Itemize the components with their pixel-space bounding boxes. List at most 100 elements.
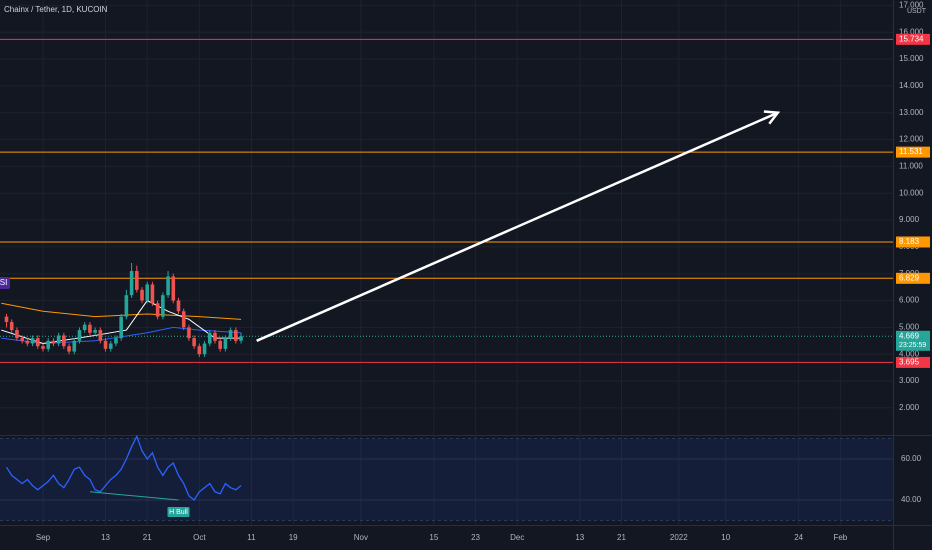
y-tick-label: 16.000 <box>899 27 924 36</box>
candle-body <box>166 276 170 296</box>
level-tag <box>896 236 930 248</box>
candle-body <box>218 340 222 349</box>
y-tick-label: 10.000 <box>899 188 924 197</box>
candle-body <box>4 316 9 323</box>
candle-body <box>155 303 160 317</box>
candle-body <box>56 335 61 344</box>
candle-body <box>124 295 129 317</box>
level-label: 3.695 <box>899 358 920 367</box>
x-tick-label: 13 <box>101 533 110 542</box>
x-tick-label: 23 <box>471 533 480 542</box>
rsi-tick-label: 60.00 <box>901 454 922 463</box>
x-tick-label: 21 <box>143 533 152 542</box>
x-tick-label: Sep <box>36 533 51 542</box>
y-tick-label: 12.000 <box>899 135 924 144</box>
candle-body <box>234 330 238 341</box>
divergence-tag <box>167 506 190 517</box>
level-label: 6.829 <box>899 273 920 282</box>
candle-body <box>114 338 118 344</box>
y-tick-label: 5.000 <box>899 322 920 331</box>
arrow-head <box>763 110 781 125</box>
level-label: 8.183 <box>899 237 920 246</box>
candle-body <box>197 346 202 355</box>
y-tick-label: 9.000 <box>899 215 920 224</box>
candle-body <box>239 336 243 341</box>
last-price-tag <box>896 330 930 351</box>
candle-body <box>181 311 186 328</box>
x-tick-label: 13 <box>575 533 584 542</box>
rsi-tick-label: 40.00 <box>901 495 922 504</box>
level-tag <box>896 146 930 158</box>
candle-body <box>30 338 35 344</box>
chart-title: Chainx / Tether, 1D, KUCOIN <box>4 5 108 14</box>
candle-body <box>82 324 87 331</box>
candle-body <box>161 295 165 317</box>
candle-body <box>103 340 108 349</box>
candle-body <box>135 271 139 290</box>
rsi-band <box>0 438 893 521</box>
candle-body <box>145 284 150 301</box>
candle-body <box>9 322 14 331</box>
candle-body <box>77 330 82 341</box>
candle-body <box>150 284 155 304</box>
level-tag <box>896 272 930 284</box>
x-tick-label: 24 <box>794 533 803 542</box>
level-tag <box>896 356 930 368</box>
candle-body <box>51 340 56 344</box>
y-tick-label: 3.000 <box>899 376 920 385</box>
y-tick-label: 4.000 <box>899 349 920 358</box>
candle-body <box>192 338 196 347</box>
candle-body <box>98 330 103 341</box>
candle-body <box>119 316 123 339</box>
divergence-line <box>89 491 179 501</box>
x-tick-label: 11 <box>247 533 256 542</box>
candle-body <box>223 338 228 349</box>
y-tick-label: 14.000 <box>899 81 924 90</box>
x-tick-label: 21 <box>617 533 626 542</box>
candle-body <box>140 289 144 301</box>
candle-body <box>213 332 217 341</box>
candle-body <box>176 300 181 312</box>
x-tick-label: Nov <box>354 533 368 542</box>
candle-body <box>108 343 113 349</box>
rsi-line <box>5 434 242 501</box>
indicator-tag <box>0 277 10 289</box>
level-label: 15.734 <box>899 34 924 43</box>
level-label: 11.531 <box>899 147 923 156</box>
candle-body <box>67 346 71 352</box>
x-tick-label: Oct <box>193 533 206 542</box>
y-tick-label: 17.000 <box>899 0 924 9</box>
grid <box>0 0 893 525</box>
y-tick-label: 15.000 <box>899 54 924 63</box>
candle-body <box>15 330 19 339</box>
candle-body <box>93 330 97 333</box>
x-tick-label: 2022 <box>670 533 688 542</box>
axis: 2.0003.0004.0005.0006.0007.0008.0009.000… <box>36 0 930 542</box>
x-tick-label: Dec <box>510 533 524 542</box>
divergence-label: H Bull <box>169 509 188 516</box>
level-tag <box>896 33 930 45</box>
countdown-label: 23:25:59 <box>899 342 926 349</box>
candle-body <box>35 338 40 347</box>
x-tick-label: 15 <box>429 533 438 542</box>
candle-body <box>129 271 134 296</box>
candle-body <box>41 346 45 349</box>
currency-label: USDT <box>907 8 927 15</box>
candle-body <box>202 343 207 355</box>
candle-body <box>88 324 92 333</box>
y-tick-label: 6.000 <box>899 296 920 305</box>
y-tick-label: 11.000 <box>899 161 923 170</box>
indicator-label: RSI <box>0 278 7 287</box>
arrow-line <box>256 111 779 342</box>
y-tick-label: 13.000 <box>899 108 924 117</box>
last-price-label: 4.669 <box>899 331 920 340</box>
candle-body <box>207 332 212 344</box>
candle-body <box>228 330 233 339</box>
x-tick-label: Feb <box>833 533 847 542</box>
y-tick-label: 2.000 <box>899 403 920 412</box>
plot: H Bull RSI <box>0 38 893 521</box>
candle-body <box>62 335 66 347</box>
